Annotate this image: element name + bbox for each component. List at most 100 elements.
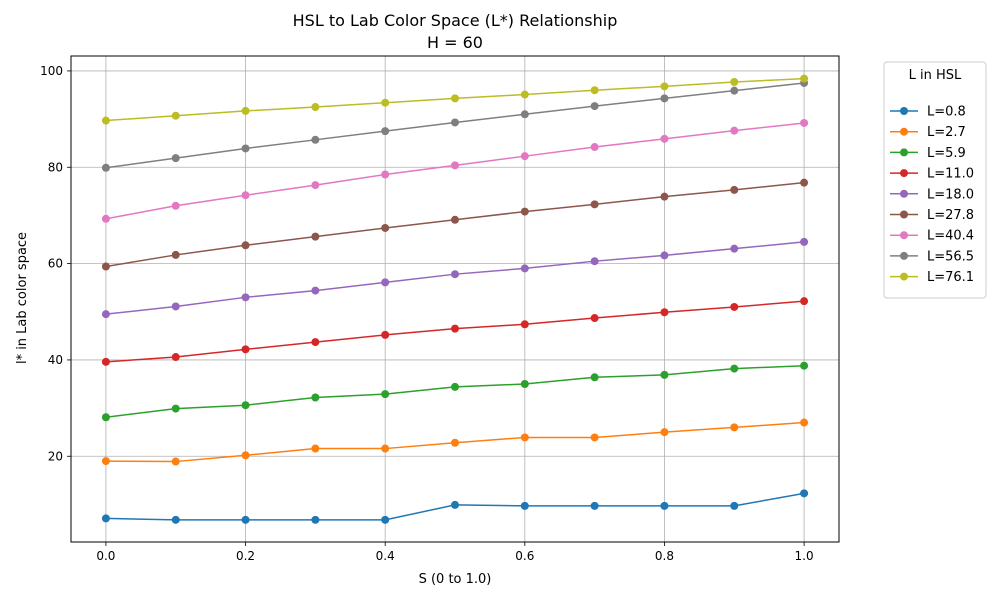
data-point (241, 106, 250, 115)
series-line (105, 122, 805, 220)
data-point (660, 251, 669, 260)
data-point (241, 345, 250, 354)
legend-label: L=0.8 (927, 105, 966, 120)
data-point (381, 170, 390, 179)
data-point (520, 320, 529, 329)
legend-items: L=0.8 L=2.7 L=5.9 L=11.0 L=18.0 L=27.8 L=40.4 L… (890, 105, 974, 285)
chart-subtitle: H = 60 (427, 33, 483, 52)
series-l-5-9 (101, 361, 809, 422)
data-point (381, 515, 390, 524)
data-point (800, 237, 809, 246)
y-tick-label: 100 (40, 64, 63, 78)
data-point (520, 433, 529, 442)
data-point (800, 361, 809, 370)
plot-frame (70, 55, 840, 543)
data-point (451, 438, 459, 447)
legend-marker (900, 148, 908, 157)
data-point (101, 214, 110, 223)
data-point (101, 262, 110, 271)
data-point (171, 457, 180, 466)
series-l-2-7 (101, 418, 809, 466)
data-point (171, 404, 180, 413)
data-point (520, 90, 529, 99)
data-point (660, 192, 669, 201)
legend-marker (900, 210, 908, 219)
legend-label: L=27.8 (927, 208, 974, 223)
series-l-40-4 (101, 118, 809, 223)
legend-label: L=40.4 (927, 229, 974, 244)
data-point (451, 215, 459, 224)
data-point (730, 185, 739, 194)
data-point (311, 338, 320, 347)
grid (71, 56, 839, 542)
data-point (311, 181, 320, 190)
data-point (381, 444, 390, 453)
data-point (590, 501, 599, 510)
data-point (730, 364, 739, 373)
data-point (101, 163, 110, 172)
legend-marker (900, 189, 908, 198)
legend-item: L=18.0 (890, 187, 974, 202)
series-l-11-0 (101, 297, 809, 366)
data-point (171, 154, 180, 163)
legend-item: L=76.1 (890, 270, 974, 285)
series-l-27-8 (101, 178, 809, 271)
legend-marker (900, 127, 908, 136)
data-point (381, 127, 390, 136)
data-point (101, 310, 110, 319)
data-point (101, 413, 110, 422)
legend-label: L=18.0 (927, 187, 974, 202)
data-point (101, 116, 110, 125)
y-tick-label: 40 (48, 353, 63, 367)
data-point (241, 451, 250, 460)
data-point (311, 135, 320, 144)
chart-title: HSL to Lab Color Space (L*) Relationship (293, 11, 618, 30)
x-tick-label: 0.6 (515, 549, 534, 563)
data-point (311, 232, 320, 241)
data-point (101, 457, 110, 466)
data-point (311, 515, 320, 524)
data-point (520, 152, 529, 161)
data-point (520, 110, 529, 119)
data-point (730, 302, 739, 311)
data-point (311, 444, 320, 453)
y-tick-label: 80 (48, 160, 63, 174)
data-point (171, 302, 180, 311)
x-tick-label: 0.4 (376, 549, 395, 563)
legend-item: L=11.0 (890, 167, 974, 182)
data-point (590, 200, 599, 209)
data-point (451, 270, 459, 279)
data-point (381, 390, 390, 399)
data-point (730, 423, 739, 432)
data-point (730, 86, 739, 95)
legend-label: L=2.7 (927, 125, 966, 140)
data-point (451, 500, 459, 509)
data-point (800, 74, 809, 83)
data-point (311, 103, 320, 112)
data-point (241, 191, 250, 200)
series-l-76-1 (101, 74, 809, 125)
data-point (520, 207, 529, 216)
y-tick-label: 20 (48, 449, 63, 463)
data-point (241, 241, 250, 250)
data-point (451, 161, 459, 170)
legend-frame (883, 61, 987, 299)
data-point (451, 382, 459, 391)
y-axis-ticks: 20 40 60 80 100 (40, 64, 71, 463)
legend-item: L=2.7 (890, 125, 966, 140)
data-point (171, 515, 180, 524)
x-tick-label: 1.0 (795, 549, 814, 563)
data-point (800, 178, 809, 187)
legend-marker (900, 169, 908, 178)
legend-marker (900, 107, 908, 115)
data-point (590, 86, 599, 95)
data-point (520, 501, 529, 510)
data-point (800, 489, 809, 498)
data-point (660, 370, 669, 379)
data-point (451, 118, 459, 127)
data-point (241, 144, 250, 153)
data-point (451, 324, 459, 333)
x-tick-label: 0.8 (655, 549, 674, 563)
data-point (381, 223, 390, 232)
data-point (241, 293, 250, 302)
